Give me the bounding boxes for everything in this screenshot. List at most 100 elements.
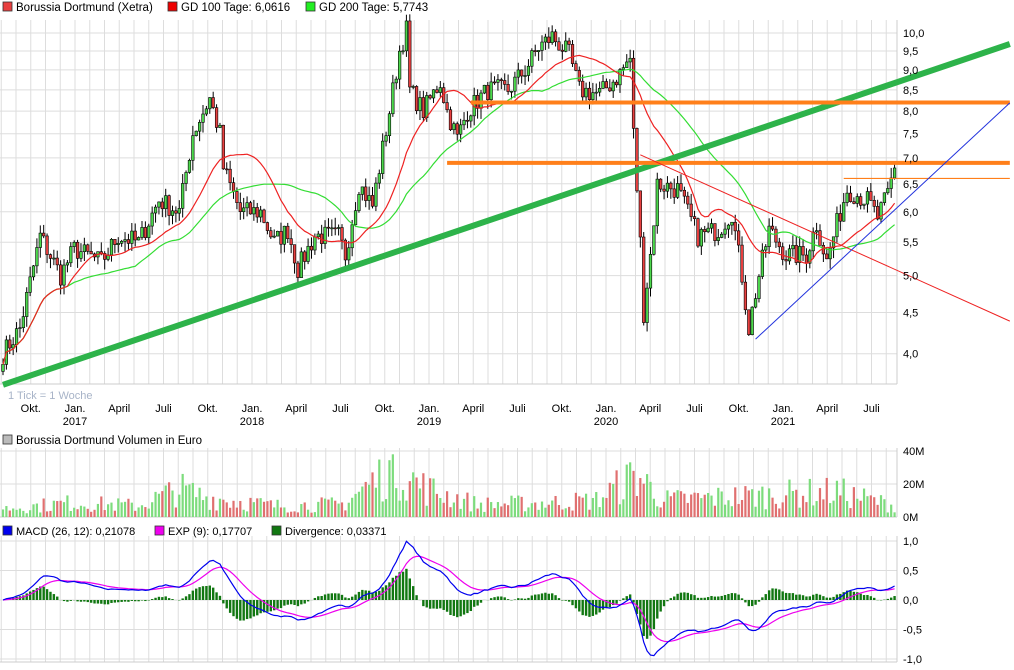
volume-bar [235, 507, 239, 517]
volume-bar [595, 492, 598, 517]
candle [160, 197, 164, 218]
candle-body [648, 254, 653, 289]
candle-body [598, 88, 602, 93]
divergence-bar [161, 597, 164, 600]
candle-body [570, 44, 575, 64]
volume-bar [601, 497, 605, 517]
candle-body [767, 225, 771, 247]
candle [686, 191, 690, 209]
gd100-line [2, 54, 896, 365]
candle-body [740, 244, 744, 283]
candle [306, 238, 310, 265]
divergence-bar [239, 600, 242, 621]
candle [282, 225, 286, 253]
divergence-bar [228, 600, 232, 613]
price-axis-label: 10,0 [903, 28, 924, 40]
candle [21, 306, 25, 333]
divergence-bar [232, 600, 235, 617]
candle [618, 68, 622, 93]
candle-body [55, 257, 59, 266]
volume-bar [591, 497, 594, 517]
volume-bar [374, 487, 377, 517]
candle-body [526, 65, 531, 76]
time-axis-year: 2017 [63, 416, 87, 428]
candle-body [509, 90, 514, 93]
candle-body [425, 95, 429, 119]
candle-body [781, 246, 785, 260]
candle-body [557, 41, 561, 51]
candle-body [245, 202, 249, 209]
candle [177, 200, 181, 221]
candle-body [638, 190, 642, 238]
candle-body [753, 298, 758, 308]
candle-body [577, 70, 581, 82]
volume-bar [161, 491, 164, 517]
divergence-bar [696, 597, 700, 600]
candle [238, 192, 242, 220]
candle-body [364, 186, 368, 201]
divergence-bar [723, 595, 727, 600]
candle [716, 228, 720, 246]
divergence-bar [428, 600, 432, 609]
legend-swatch-gd100 [167, 1, 178, 12]
volume-bar [273, 507, 276, 517]
candle-body [381, 140, 385, 174]
candle [28, 266, 32, 297]
volume-bar [886, 512, 889, 517]
candle-body [62, 264, 66, 286]
volume-bar [801, 495, 805, 517]
divergence-bar [184, 596, 188, 600]
candle-body [825, 253, 829, 260]
volume-bar [479, 502, 483, 517]
candle [523, 65, 527, 86]
volume-bar [798, 507, 801, 517]
volume-bar [405, 500, 408, 517]
candle-body [455, 123, 459, 135]
candle-body [428, 95, 432, 99]
candle-body [204, 108, 209, 115]
divergence-bar [327, 593, 330, 600]
candle [418, 90, 422, 121]
divergence-bar [662, 600, 666, 607]
candle-body [594, 91, 598, 94]
candle [187, 158, 192, 174]
candle-body [662, 188, 666, 192]
divergence-bar [625, 596, 628, 600]
time-axis-year: 2020 [594, 416, 618, 428]
divergence-bar [334, 593, 337, 600]
volume-bar [723, 504, 727, 517]
candle [648, 246, 653, 297]
candle [384, 131, 388, 147]
candle-body [28, 276, 32, 293]
candle-body [506, 84, 510, 92]
candle-body [133, 230, 137, 241]
candle [242, 197, 246, 220]
candle [198, 119, 202, 142]
divergence-bar [462, 600, 466, 615]
candle [594, 83, 598, 104]
divergence-bar [601, 600, 605, 610]
divergence-bar [632, 600, 635, 603]
divergence-bar [171, 599, 174, 600]
time-axis-label: Okt. [198, 403, 218, 415]
candle [435, 85, 439, 94]
candle [465, 111, 470, 129]
volume-bar [25, 513, 28, 517]
candle [859, 193, 863, 210]
candle-body [492, 81, 497, 84]
candle-body [167, 195, 171, 216]
candle [757, 274, 761, 303]
candle-body [804, 254, 809, 264]
volume-bar [140, 505, 144, 517]
candle [370, 186, 375, 209]
candle-body [299, 251, 303, 278]
candle [553, 29, 558, 47]
divergence-bar [276, 600, 279, 609]
candle [652, 225, 656, 256]
candle-body [699, 229, 703, 247]
candle [374, 177, 378, 212]
divergence-bar [303, 600, 306, 604]
candle-body [82, 244, 86, 252]
volume-bar [662, 501, 666, 517]
volume-bar [313, 512, 316, 517]
